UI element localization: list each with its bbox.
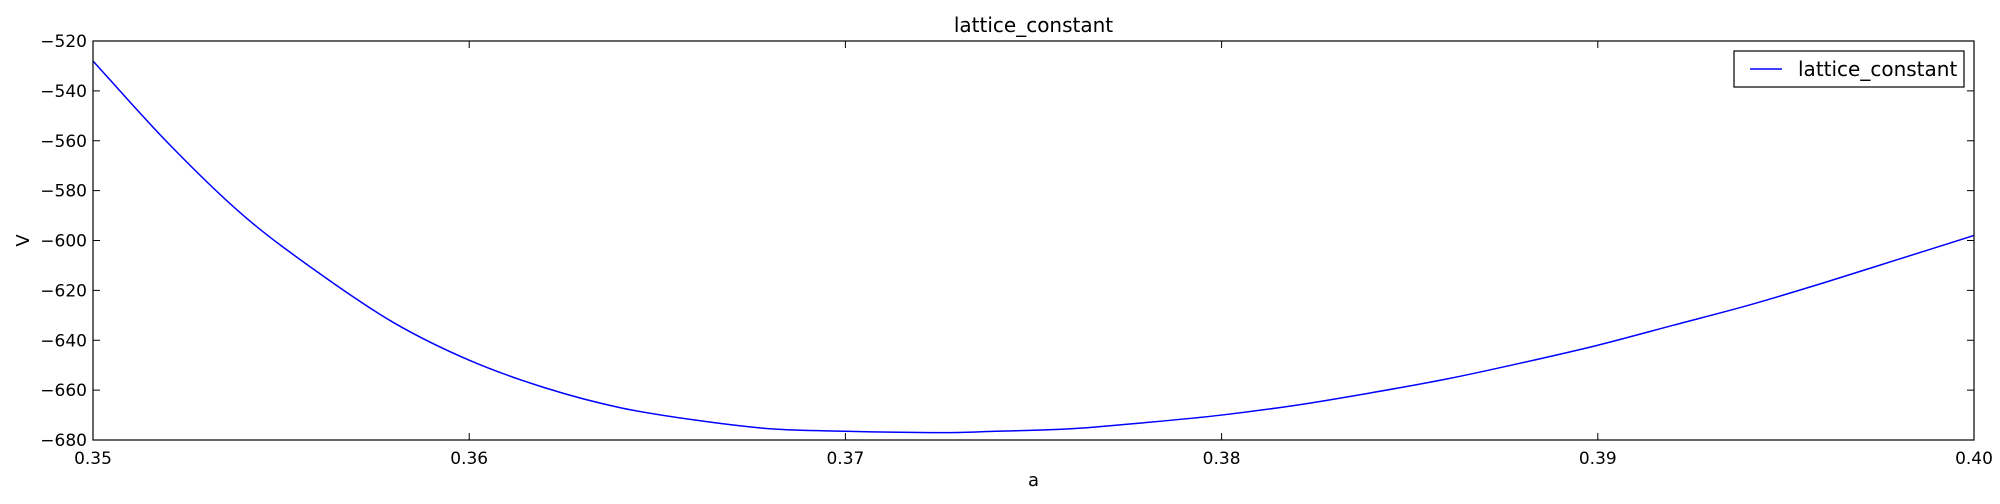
series-line-lattice_constant: [93, 60, 1974, 434]
legend: lattice_constant: [1733, 50, 1965, 88]
x-tick-label: 0.39: [1579, 449, 1617, 469]
y-tick-label: −540: [40, 82, 87, 102]
y-axis-label: V: [13, 234, 34, 247]
y-tick-label: −660: [40, 381, 87, 401]
y-tick-label: −560: [40, 132, 87, 152]
x-tick-label: 0.37: [826, 449, 864, 469]
axes-frame: [92, 40, 1975, 441]
y-tick-label: −520: [40, 32, 87, 52]
x-tick-label: 0.36: [450, 449, 488, 469]
legend-label-lattice_constant: lattice_constant: [1798, 57, 1957, 81]
chart-title: lattice_constant: [954, 13, 1113, 37]
x-tick-label: 0.40: [1955, 449, 1993, 469]
y-tick-label: −640: [40, 331, 87, 351]
x-tick-label: 0.35: [74, 449, 112, 469]
y-tick-label: −680: [40, 431, 87, 451]
y-tick-label: −600: [40, 232, 87, 252]
x-axis-label: a: [1028, 470, 1039, 491]
x-tick-label: 0.38: [1203, 449, 1241, 469]
y-tick-label: −620: [40, 281, 87, 301]
plot-area: 0.35 0.36 0.37 0.38 0.39 0.40 −520 −540 −560 −580…: [40, 32, 1993, 469]
y-tick-label: −580: [40, 182, 87, 202]
